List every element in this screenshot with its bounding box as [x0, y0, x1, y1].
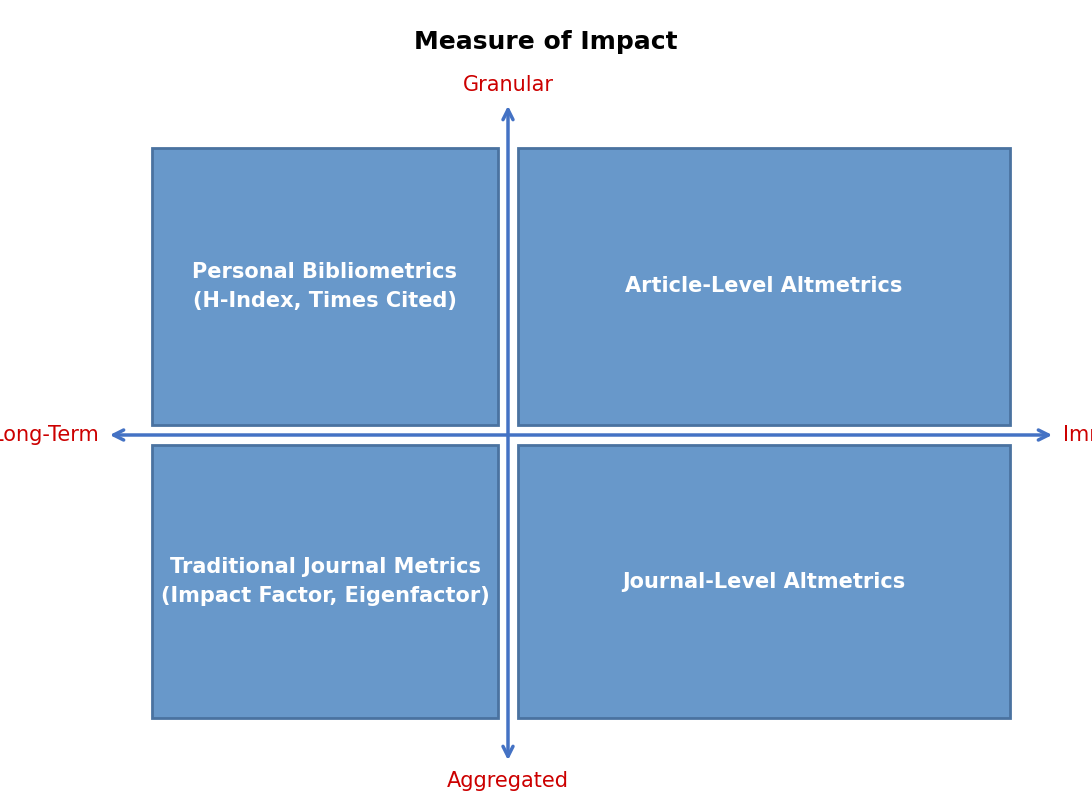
Bar — [518, 445, 1010, 718]
Text: Immediate: Immediate — [1063, 425, 1092, 445]
Text: Measure of Impact: Measure of Impact — [414, 30, 678, 54]
Text: Journal-Level Altmetrics: Journal-Level Altmetrics — [622, 571, 905, 591]
Text: Personal Bibliometrics
(H-Index, Times Cited): Personal Bibliometrics (H-Index, Times C… — [192, 262, 458, 311]
Text: Article-Level Altmetrics: Article-Level Altmetrics — [626, 276, 903, 297]
Bar — [518, 148, 1010, 425]
Text: Granular: Granular — [463, 75, 554, 95]
Text: Traditional Journal Metrics
(Impact Factor, Eigenfactor): Traditional Journal Metrics (Impact Fact… — [161, 557, 489, 606]
Text: Long-Term: Long-Term — [0, 425, 99, 445]
Bar — [152, 148, 498, 425]
Text: Aggregated: Aggregated — [447, 771, 569, 791]
Bar — [152, 445, 498, 718]
